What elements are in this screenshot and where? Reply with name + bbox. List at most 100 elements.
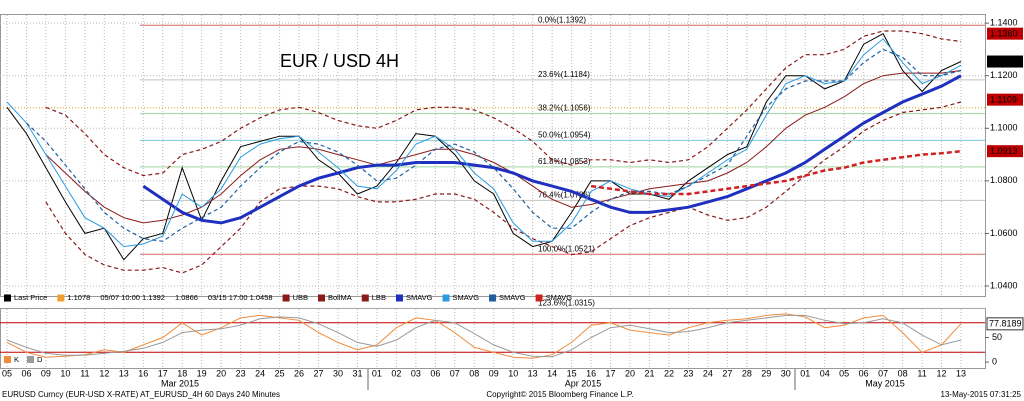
x-tick-label: 07 — [450, 368, 460, 378]
legend-label: Last Price — [14, 293, 47, 302]
series-line — [45, 101, 962, 274]
x-tick-label: 10 — [508, 368, 518, 378]
legend-swatch — [442, 294, 450, 302]
month-label: Mar 2015 — [161, 378, 199, 388]
x-tick-label: 16 — [138, 368, 148, 378]
legend-swatch — [318, 294, 325, 302]
x-tick-label: 24 — [703, 368, 713, 378]
month-label: May 2015 — [865, 378, 905, 388]
x-tick-label: 20 — [625, 368, 635, 378]
price-tag-label: 1.1254 — [990, 56, 1018, 66]
legend-swatch — [4, 356, 11, 363]
x-tick-label: 21 — [644, 368, 654, 378]
x-tick-label: 02 — [391, 368, 401, 378]
x-tick-label: 06 — [21, 368, 31, 378]
series-line — [6, 38, 962, 248]
series-line — [142, 74, 962, 225]
x-tick-label: 06 — [430, 368, 440, 378]
footer-copyright: Copyright© 2015 Bloomberg Finance L.P. — [486, 390, 633, 399]
y-tick-label: 0 — [992, 356, 997, 366]
x-tick-label: 27 — [722, 368, 732, 378]
legend-label: 1.1078 — [67, 293, 90, 302]
series-line — [45, 30, 962, 177]
x-tick-label: 22 — [664, 368, 674, 378]
x-tick-label: 28 — [742, 368, 752, 378]
x-tick-label: 17 — [606, 368, 616, 378]
series-line — [6, 314, 962, 358]
fib-label: 61.8%(1.0853) — [538, 157, 591, 166]
x-tick-label: 30 — [781, 368, 791, 378]
fib-label: 100.0%(1.0521) — [538, 244, 595, 253]
x-tick-label: 27 — [314, 368, 324, 378]
x-tick-label: 18 — [177, 368, 187, 378]
x-tick-label: 23 — [236, 368, 246, 378]
y-tick-label: 1.0600 — [990, 228, 1018, 238]
legend-label: 1.0866 — [175, 293, 198, 302]
price-tag — [987, 55, 1023, 68]
x-tick-label: 04 — [820, 368, 830, 378]
legend-label: D — [37, 355, 43, 364]
x-tick-label: 13 — [528, 368, 538, 378]
fib-label: 50.0%(1.0954) — [538, 130, 591, 139]
x-tick-label: 20 — [216, 368, 226, 378]
value-tag — [986, 317, 1024, 331]
legend-label: SMAVG — [499, 293, 526, 302]
legend-swatch — [489, 294, 497, 302]
x-tick-label: 09 — [41, 368, 51, 378]
fib-label: 76.4%(1.0726) — [538, 190, 591, 199]
legend-label: K — [14, 355, 19, 364]
x-tick-label: 24 — [255, 368, 265, 378]
legend-label: UBB — [293, 293, 308, 302]
value-tag-label: 77.8189 — [989, 319, 1022, 329]
fib-label: 23.6%(1.1184) — [538, 70, 590, 79]
x-tick-label: 14 — [547, 368, 557, 378]
x-tick-label: 17 — [158, 368, 168, 378]
x-tick-label: 30 — [333, 368, 343, 378]
y-tick-label: 1.1000 — [990, 123, 1018, 133]
x-tick-label: 08 — [898, 368, 908, 378]
series-line — [26, 48, 962, 242]
x-tick-label: 05 — [2, 368, 12, 378]
footer-timestamp: 13-May-2015 07:31:25 — [941, 390, 1022, 399]
chart-title: EUR / USD 4H — [280, 51, 399, 71]
price-tag-label: 1.0913 — [990, 146, 1018, 156]
x-tick-label: 13 — [956, 368, 966, 378]
x-tick-label: 23 — [683, 368, 693, 378]
legend-label: 03/15 17:00 1.0458 — [208, 293, 273, 302]
x-tick-label: 25 — [275, 368, 285, 378]
price-tag — [987, 145, 1023, 158]
legend-swatch — [535, 294, 543, 302]
y-tick-label: 1.1200 — [990, 70, 1018, 80]
price-tag — [987, 27, 1023, 40]
legend-label: SMAVG — [406, 293, 433, 302]
legend-swatch — [57, 294, 65, 302]
x-tick-label: 15 — [567, 368, 577, 378]
legend-label: SMAVG — [546, 293, 573, 302]
x-tick-label: 03 — [411, 368, 421, 378]
series-line — [590, 149, 962, 196]
month-label: Apr 2015 — [565, 378, 602, 388]
x-tick-label: 09 — [489, 368, 499, 378]
legend-label: 05/07 10:00 1.1392 — [100, 293, 165, 302]
y-tick-label: 1.0400 — [990, 280, 1018, 290]
series-line — [6, 33, 962, 261]
price-tag — [987, 93, 1023, 106]
y-tick-label: 50 — [992, 332, 1002, 342]
legend-swatch — [361, 294, 369, 302]
series-line — [6, 313, 962, 359]
x-tick-label: 06 — [859, 368, 869, 378]
price-tag-label: 1.1109 — [990, 95, 1017, 105]
x-tick-label: 13 — [119, 368, 129, 378]
x-tick-label: 11 — [80, 368, 89, 378]
x-tick-label: 01 — [372, 368, 382, 378]
x-tick-label: 08 — [469, 368, 479, 378]
y-tick-label: 1.0800 — [990, 175, 1018, 185]
legend-label: BollMA — [328, 293, 352, 302]
x-tick-label: 16 — [586, 368, 596, 378]
x-tick-label: 29 — [761, 368, 771, 378]
x-tick-label: 11 — [917, 368, 926, 378]
y-tick-label: 1.1400 — [990, 18, 1018, 28]
legend-swatch — [4, 294, 11, 302]
footer-source: EURUSD Curncy (EUR-USD X-RATE) AT_EURUSD… — [2, 390, 280, 399]
